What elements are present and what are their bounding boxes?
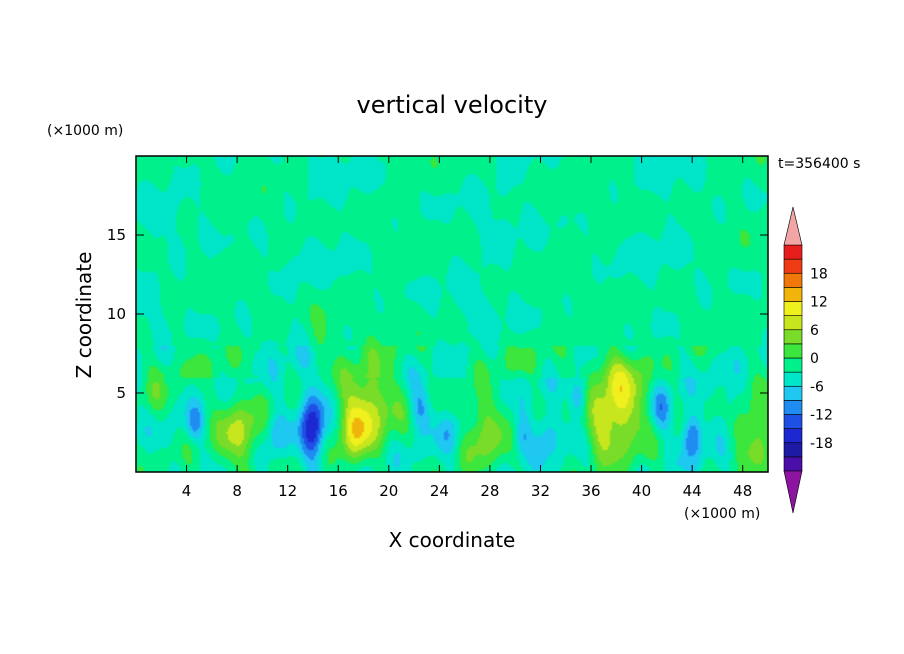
x-tick-label: 44 xyxy=(683,482,702,500)
colorbar-swatch xyxy=(783,343,803,359)
y-tick-label: 5 xyxy=(116,384,126,402)
chart-title: vertical velocity xyxy=(357,91,548,119)
colorbar-label: -18 xyxy=(810,436,833,452)
colorbar-swatch xyxy=(783,414,803,429)
colorbar-swatch xyxy=(783,244,803,260)
colorbar-swatch xyxy=(783,456,803,472)
x-tick-label: 12 xyxy=(278,482,297,500)
colorbar-swatch xyxy=(783,442,803,458)
colorbar-swatch xyxy=(783,329,803,345)
colorbar-swatch xyxy=(783,357,803,373)
colorbar-under-arrow xyxy=(783,470,803,514)
y-unit-label: (×1000 m) xyxy=(47,123,123,139)
x-tick-label: 16 xyxy=(329,482,348,500)
colorbar-swatch xyxy=(783,400,803,415)
colorbar-swatch xyxy=(783,371,803,387)
x-tick-label: 28 xyxy=(480,482,499,500)
colorbar-label: -6 xyxy=(810,379,824,395)
colorbar-swatch xyxy=(783,258,803,274)
colorbar-swatch xyxy=(783,272,803,288)
x-tick-label: 20 xyxy=(379,482,398,500)
colorbar-label: 0 xyxy=(810,351,819,367)
x-axis-ticks: 4 8 12 16 20 24 28 32 36 40 44 48 xyxy=(182,156,752,500)
y-axis-ticks: 5 10 15 xyxy=(107,226,768,402)
time-label: t=356400 s xyxy=(778,156,860,172)
x-tick-label: 24 xyxy=(430,482,449,500)
colorbar-swatch xyxy=(783,287,803,302)
colorbar-label: 18 xyxy=(810,266,828,282)
x-tick-label: 36 xyxy=(581,482,600,500)
colorbar-over-arrow xyxy=(783,206,803,246)
colorbar-swatch xyxy=(783,385,803,401)
y-axis-label: Z coordinate xyxy=(72,252,96,379)
colorbar-swatch xyxy=(783,301,803,316)
y-tick-label: 15 xyxy=(107,226,126,244)
x-unit-label: (×1000 m) xyxy=(684,506,760,522)
x-tick-label: 40 xyxy=(632,482,651,500)
colorbar-swatch xyxy=(783,428,803,444)
x-tick-label: 48 xyxy=(733,482,752,500)
x-axis-label: X coordinate xyxy=(389,528,516,552)
colorbar-label: 6 xyxy=(810,323,819,339)
x-tick-label: 8 xyxy=(232,482,242,500)
colorbar-swatch xyxy=(783,315,803,331)
contour-field xyxy=(136,156,768,472)
colorbar-label: -12 xyxy=(810,408,833,424)
x-tick-label: 32 xyxy=(531,482,550,500)
colorbar-label: 12 xyxy=(810,295,828,311)
y-tick-label: 10 xyxy=(107,305,126,323)
colorbar: 18 12 6 0 -6 -12 -18 xyxy=(783,206,833,514)
x-tick-label: 4 xyxy=(182,482,192,500)
